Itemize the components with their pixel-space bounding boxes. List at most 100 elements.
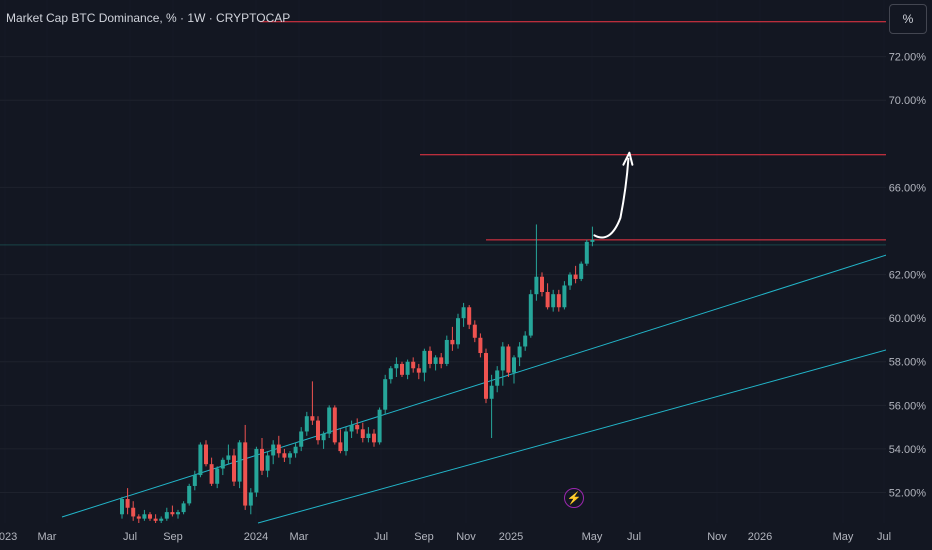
candle-body — [433, 357, 438, 364]
candle-body — [276, 444, 281, 454]
time-tick-label: Jul — [374, 531, 388, 543]
candle-body — [176, 512, 180, 515]
candle-body — [344, 431, 348, 452]
candle-body — [288, 453, 292, 458]
price-tick-label: 52.00% — [889, 487, 927, 499]
price-axis-bg — [886, 0, 932, 550]
candle-body — [500, 346, 505, 371]
time-axis: 2023 Mar Jul Sep 2024 Mar Jul Sep Nov 2025 May Jul N… — [0, 531, 891, 543]
candle-body — [265, 455, 270, 471]
candle-body — [388, 368, 393, 380]
time-tick-label: 2025 — [499, 531, 523, 543]
candle-body — [304, 416, 309, 432]
candle-body — [198, 444, 203, 476]
candle-body — [450, 339, 455, 345]
candle-body — [248, 492, 253, 506]
time-tick-label: Sep — [163, 531, 183, 543]
candle-body — [232, 455, 236, 482]
candle-body — [120, 499, 124, 515]
candle-body — [517, 346, 522, 358]
price-tick-label: 70.00% — [889, 95, 927, 107]
candle-body — [562, 285, 567, 308]
candle-body — [164, 512, 169, 519]
candle-body — [125, 499, 130, 508]
time-tick-label: Nov — [707, 531, 727, 543]
candle-body — [243, 442, 248, 506]
candle-body — [321, 433, 326, 441]
resistance-levels: 73.60%67.50%63.59%2d 13h — [0, 13, 930, 271]
projection-arrow-head — [622, 151, 634, 166]
candle-body — [422, 350, 427, 373]
time-tick-label: May — [833, 531, 854, 543]
candle-body — [495, 370, 500, 386]
candle-body — [349, 424, 354, 432]
candle-body — [545, 292, 550, 308]
candle-body — [159, 518, 164, 521]
candle-body — [355, 424, 360, 430]
candle-body — [484, 353, 488, 399]
lightning-event-icon[interactable]: ⚡ — [564, 488, 584, 508]
candle-body — [360, 429, 365, 439]
candle-body — [568, 274, 572, 286]
time-tick-label: Jul — [627, 531, 641, 543]
candle-body — [204, 444, 208, 465]
candle-body — [170, 512, 175, 515]
candle-body — [181, 503, 186, 513]
candle-body — [372, 433, 376, 443]
candle-body — [209, 464, 214, 484]
time-tick-label: May — [582, 531, 603, 543]
candle-body — [540, 276, 544, 293]
projection-arrow-path — [593, 157, 630, 239]
price-tick-label: 66.00% — [889, 182, 927, 194]
candle-body — [467, 307, 472, 325]
candle-body — [439, 357, 444, 364]
candle-body — [136, 516, 141, 519]
candle-body — [148, 514, 152, 519]
unit-toggle-button[interactable]: % — [889, 4, 927, 34]
price-tick-label: 62.00% — [889, 270, 927, 282]
projection-drawing — [593, 151, 634, 239]
price-tick-label: 56.00% — [889, 400, 927, 412]
candle-body — [260, 448, 264, 471]
channel-lower-line — [257, 336, 932, 524]
time-tick-label: Jul — [123, 531, 137, 543]
candle-body — [506, 346, 511, 373]
candle-body — [293, 446, 298, 454]
candle-body — [528, 294, 533, 336]
candle-body — [383, 379, 388, 410]
candle-body — [472, 324, 477, 338]
time-tick-label: Mar — [290, 531, 309, 543]
price-tick-label: 60.00% — [889, 313, 927, 325]
candle-body — [299, 431, 304, 447]
price-tick-label: 72.00% — [889, 52, 927, 64]
candle-body — [456, 318, 460, 345]
candle-body — [187, 485, 192, 504]
price-tick-label: 58.00% — [889, 357, 927, 369]
candle-body — [142, 514, 147, 519]
chart-title: Market Cap BTC Dominance, % · 1W · CRYPT… — [6, 11, 291, 25]
candle-body — [338, 442, 343, 452]
candle-body — [523, 335, 528, 347]
candle-body — [489, 385, 494, 399]
candle-body — [226, 455, 231, 460]
time-tick-label: 2026 — [748, 531, 772, 543]
price-tick-label: 54.00% — [889, 444, 927, 456]
candle-body — [215, 468, 220, 484]
time-tick-label: Nov — [456, 531, 476, 543]
time-tick-label: Jul — [877, 531, 891, 543]
candle-body — [254, 448, 259, 493]
candle-body — [411, 361, 416, 369]
candle-body — [416, 368, 421, 373]
candle-body — [590, 239, 595, 242]
candle-body — [551, 294, 556, 308]
price-axis: 52.00% 54.00% 56.00% 58.00% 60.00% 62.00% 66.0… — [886, 0, 932, 550]
candlestick-series — [120, 224, 595, 523]
candle-body — [316, 420, 320, 441]
candle-body — [461, 307, 466, 319]
candle-body — [534, 276, 539, 295]
candle-body — [394, 363, 399, 369]
candle-body — [327, 407, 332, 434]
candle-body — [512, 357, 516, 373]
